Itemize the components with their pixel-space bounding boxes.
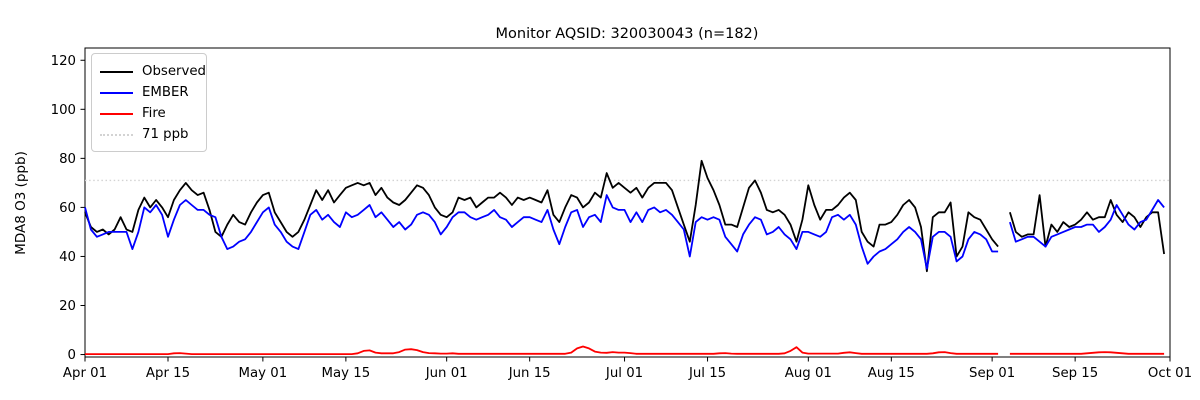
x-tick-label: Apr 15: [146, 366, 190, 381]
x-tick-label: Aug 01: [785, 366, 832, 381]
ember-line: [84, 194, 1165, 270]
legend-line-sample: [100, 91, 133, 94]
y-tick-label: 0: [68, 348, 76, 363]
legend-label: EMBER: [142, 85, 189, 100]
fire-line: [85, 345, 1165, 355]
legend-label: Fire: [142, 106, 166, 121]
observed-line: [84, 159, 1165, 273]
y-tick-label: 100: [51, 103, 76, 118]
y-tick-label: 80: [59, 152, 76, 167]
legend-entry-observed: Observed: [100, 61, 206, 82]
legend-label: Observed: [142, 64, 206, 79]
legend-line-sample: [100, 70, 133, 73]
axes: Apr 01 Apr 15 May 01 May 15 Jun 01 Jun 15 Jul …: [51, 47, 1192, 381]
legend-box: Observed EMBER Fire 71 ppb: [91, 53, 207, 152]
legend-entry-ember: EMBER: [100, 82, 198, 103]
x-tick-label: May 15: [322, 366, 371, 381]
x-tick-label: Jul 01: [605, 366, 643, 381]
x-tick-label: Jul 15: [688, 366, 726, 381]
x-tick-label: May 01: [239, 366, 288, 381]
x-tick-label: Jun 15: [508, 366, 551, 381]
chart-title: Monitor AQSID: 320030043 (n=182): [496, 26, 759, 42]
x-tick-label: Sep 15: [1052, 366, 1098, 381]
x-tick-label: Oct 01: [1148, 366, 1192, 381]
y-tick-label: 120: [51, 54, 76, 69]
x-tick-label: Aug 15: [868, 366, 915, 381]
legend-line-sample: [100, 112, 133, 115]
y-axis-label: MDA8 O3 (ppb): [13, 151, 29, 255]
y-tick-label: 20: [59, 299, 76, 314]
legend-entry-fire: Fire: [100, 103, 198, 124]
x-tick-label: Jun 01: [425, 366, 468, 381]
legend-label: 71 ppb: [142, 127, 189, 142]
x-tick-label: Sep 01: [969, 366, 1015, 381]
plot-border: [84, 47, 1171, 358]
data-series: [84, 159, 1170, 355]
y-tick-label: 40: [59, 250, 76, 265]
y-tick-label: 60: [59, 201, 76, 216]
legend-entry-71-ppb: 71 ppb: [100, 124, 198, 145]
legend-line-sample: [100, 133, 133, 136]
x-tick-label: Apr 01: [63, 366, 107, 381]
